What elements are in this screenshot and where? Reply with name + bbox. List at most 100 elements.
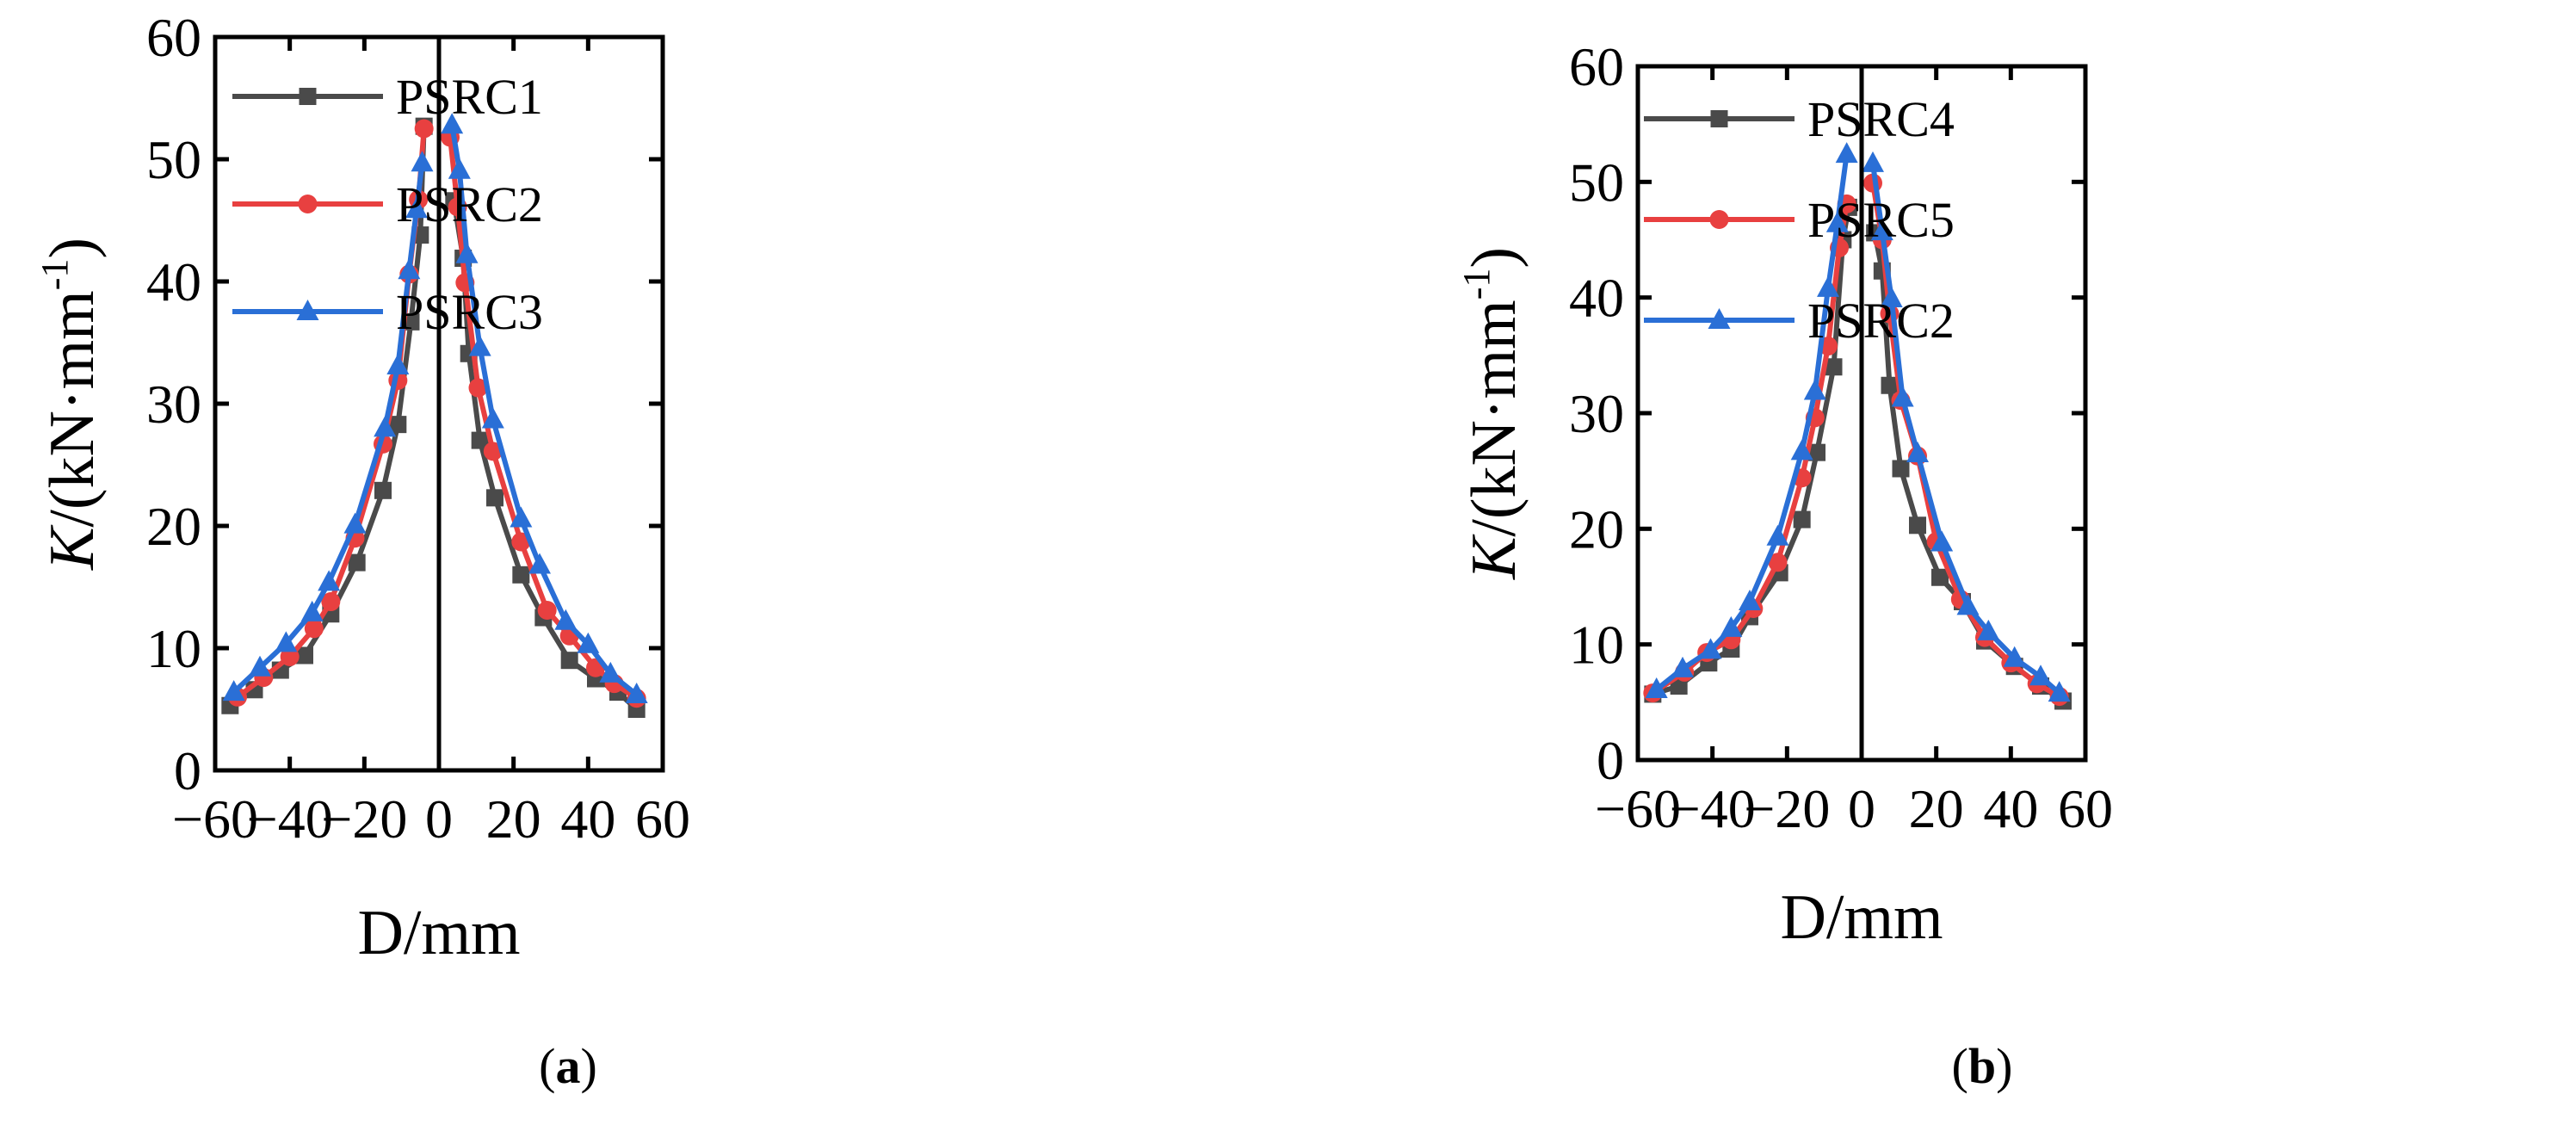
data-point <box>468 335 491 356</box>
data-point <box>1880 287 1903 308</box>
data-point <box>471 431 489 449</box>
data-point <box>386 353 410 374</box>
legend-marker <box>1710 110 1728 127</box>
series-line-positive <box>451 200 639 712</box>
legend-label: PSRC5 <box>1807 192 1955 248</box>
y-tick-label: 20 <box>146 496 201 557</box>
legend-item: PSRC4 <box>1644 91 1955 147</box>
legend-label: PSRC4 <box>1807 91 1955 147</box>
legend-item: PSRC5 <box>1644 192 1955 248</box>
y-tick-label: 0 <box>1597 730 1624 791</box>
y-tick-label: 60 <box>1569 36 1624 97</box>
chart-panel-a: −60−40−20 0 20 40 60 0 10 20 30 40 50 60 D/mm K/(k… <box>34 7 690 1094</box>
data-point <box>560 652 578 670</box>
data-point <box>1906 442 1929 463</box>
data-point <box>405 197 428 219</box>
y-tick-label: 10 <box>146 618 201 679</box>
data-point <box>1862 151 1884 172</box>
legend-marker <box>296 300 319 320</box>
data-point <box>411 151 434 172</box>
data-point <box>300 600 324 621</box>
data-point <box>1817 275 1839 297</box>
data-point <box>455 242 479 263</box>
plot-area-series <box>1643 142 2072 710</box>
legend-marker <box>298 195 318 213</box>
data-point <box>1977 619 2000 640</box>
data-point <box>1891 386 1914 407</box>
data-point <box>512 566 530 584</box>
data-point <box>537 600 557 620</box>
data-point <box>2029 664 2052 686</box>
x-tick-label: 0 <box>1848 778 1875 839</box>
x-tick-label: 0 <box>425 788 453 850</box>
data-point <box>389 416 407 434</box>
data-point <box>554 609 578 630</box>
data-point <box>398 258 421 280</box>
data-point <box>486 489 503 507</box>
legend-item: PSRC1 <box>232 69 543 125</box>
data-point <box>1881 376 1899 394</box>
data-point <box>468 378 488 398</box>
legend-marker <box>1708 308 1731 329</box>
data-point <box>222 680 245 702</box>
data-point <box>1892 460 1910 478</box>
y-tick-label: 50 <box>1569 151 1624 213</box>
data-point <box>1793 510 1811 529</box>
chart-panel-b: −60−40−20 0 20 40 60 0 10 20 30 40 50 60 D/mm K/(k… <box>1455 36 2113 1094</box>
y-tick-label: 10 <box>1569 615 1624 676</box>
panel-caption: (a) <box>539 1038 597 1094</box>
x-tick-label: −60 <box>172 788 258 850</box>
x-tick-label: −40 <box>247 788 333 850</box>
panel-caption: (b) <box>1952 1038 2013 1094</box>
data-point <box>1808 443 1825 461</box>
x-tick-label: 40 <box>1983 778 2038 839</box>
data-point <box>414 119 434 139</box>
y-tick-label: 30 <box>146 374 201 435</box>
data-point <box>1835 142 1858 164</box>
data-point <box>481 407 504 429</box>
data-point <box>343 512 367 534</box>
data-point <box>528 553 551 574</box>
data-point <box>2003 646 2026 667</box>
y-tick-label: 40 <box>146 251 201 312</box>
data-point <box>441 113 464 134</box>
series-psrc5 <box>1643 173 2069 707</box>
y-axis-label: K/(kN·mm-1) <box>1455 247 1529 580</box>
data-point <box>2048 681 2071 702</box>
y-tick-label: 50 <box>146 129 201 190</box>
legend-label: PSRC1 <box>396 69 543 125</box>
data-point <box>275 631 298 652</box>
y-tick-labels: 0 10 20 30 40 50 60 <box>146 7 201 801</box>
x-tick-label: 60 <box>635 788 690 850</box>
data-point <box>1790 439 1813 461</box>
data-point <box>374 416 397 437</box>
legend-label: PSRC3 <box>396 284 543 340</box>
legend: PSRC1 PSRC2 PSRC3 <box>232 69 543 340</box>
data-point <box>1956 594 1980 615</box>
x-tick-label: 20 <box>1909 778 1964 839</box>
legend-item: PSRC2 <box>232 176 543 232</box>
x-tick-label: −60 <box>1595 778 1681 839</box>
y-tick-labels: 0 10 20 30 40 50 60 <box>1569 36 1624 791</box>
data-point <box>448 158 471 179</box>
x-tick-label: −20 <box>321 788 407 850</box>
data-point <box>577 632 600 653</box>
series-psrc2 <box>1645 142 2071 702</box>
data-point <box>599 661 622 683</box>
data-point <box>1739 589 1761 610</box>
x-axis-label: D/mm <box>1780 882 1943 953</box>
data-point <box>1768 553 1788 572</box>
data-point <box>321 592 341 612</box>
data-point <box>374 481 392 499</box>
x-tick-label: −40 <box>1670 778 1756 839</box>
data-point <box>1720 615 1743 637</box>
x-tick-label: 20 <box>486 788 541 850</box>
data-point <box>1699 638 1722 659</box>
x-tick-labels: −60−40−20 0 20 40 60 <box>172 788 690 850</box>
data-point <box>296 646 313 664</box>
y-tick-label: 0 <box>174 740 201 801</box>
legend-label: PSRC2 <box>396 176 543 232</box>
y-tick-label: 60 <box>146 7 201 68</box>
axis-ticks <box>1635 64 2088 763</box>
legend-item: PSRC3 <box>232 284 543 340</box>
